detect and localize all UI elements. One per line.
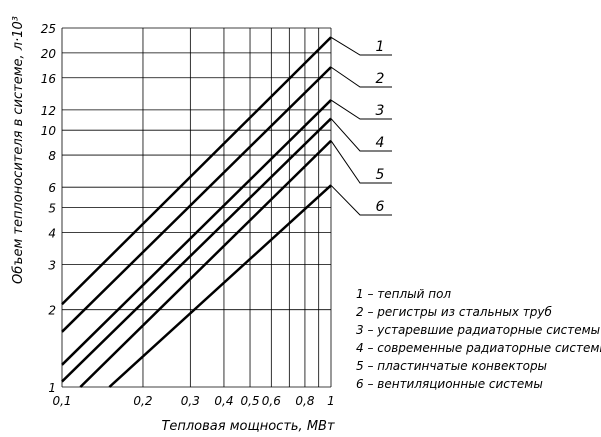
y-axis-title: Объем теплоносителя в системе, л·10³	[11, 16, 26, 284]
leader-line	[330, 99, 392, 120]
y-tick-label: 4	[48, 226, 56, 240]
x-tick-label: 0,3	[181, 394, 200, 408]
leader-line	[330, 66, 392, 88]
x-tick-label: 0,1	[52, 394, 71, 408]
line-label: 4	[376, 135, 385, 151]
y-tick-label: 2	[48, 304, 56, 318]
x-tick-label: 0,4	[214, 394, 233, 408]
line-label: 3	[376, 103, 385, 119]
y-tick-label: 16	[41, 72, 57, 86]
y-tick-label: 1	[48, 381, 56, 395]
leader-line	[330, 118, 392, 152]
data-line	[61, 99, 332, 366]
legend-entry: 4 – современные радиаторные системы	[356, 341, 601, 355]
x-tick-label: 0,6	[262, 394, 281, 408]
x-tick-label: 0,5	[240, 394, 259, 408]
data-line	[79, 139, 332, 388]
data-line	[61, 117, 332, 383]
line-label: 5	[376, 167, 385, 183]
y-tick-label: 3	[48, 258, 56, 272]
x-tick-label: 0,8	[295, 394, 314, 408]
legend-entry: 1 – теплый пол	[356, 287, 451, 301]
x-tick-label: 0,2	[133, 394, 152, 408]
leader-line	[330, 184, 392, 216]
y-tick-label: 25	[41, 22, 56, 36]
legend-entry: 5 – пластинчатые конвекторы	[356, 359, 547, 373]
legend-entry: 3 – устаревшие радиаторные системы	[356, 323, 600, 337]
legend-entry: 2 – регистры из стальных труб	[356, 305, 552, 319]
x-axis-title: Тепловая мощность, МВт	[161, 419, 335, 434]
legend-entry: 6 – вентиляционные системы	[356, 377, 543, 391]
leader-line	[330, 36, 392, 56]
y-tick-label: 12	[41, 104, 56, 118]
y-tick-label: 20	[41, 47, 57, 61]
line-label: 1	[376, 39, 385, 55]
line-label: 2	[376, 71, 385, 87]
y-tick-label: 5	[48, 202, 56, 216]
y-tick-label: 6	[48, 181, 56, 195]
data-line	[108, 184, 332, 388]
y-tick-label: 8	[48, 149, 56, 163]
data-line	[61, 36, 332, 306]
x-tick-label: 1	[327, 394, 335, 408]
y-tick-label: 10	[41, 124, 57, 138]
data-line	[61, 66, 332, 333]
line-label: 6	[376, 199, 385, 215]
leader-line	[330, 140, 392, 184]
